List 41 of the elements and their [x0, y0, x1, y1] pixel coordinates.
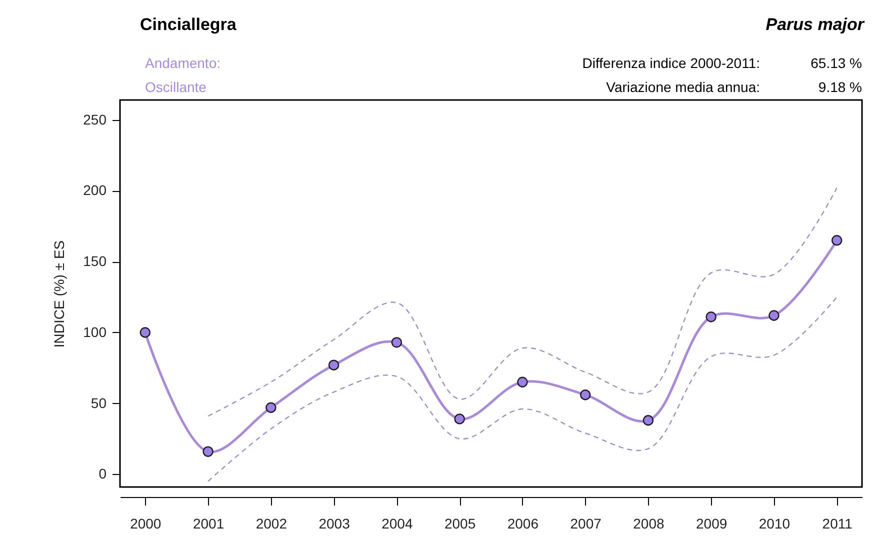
- point: [706, 312, 716, 322]
- y-tick-label: 250: [83, 111, 107, 128]
- x-tick-label: 2003: [318, 516, 350, 532]
- y-tick-label: 200: [83, 182, 107, 198]
- y-tick-label: 150: [83, 253, 107, 270]
- x-tick-label: 2007: [570, 516, 602, 532]
- text: Differenza indice 2000-2011:: [582, 55, 760, 71]
- point: [832, 235, 842, 246]
- x-tick-label: 2009: [696, 516, 728, 532]
- point: [266, 402, 276, 413]
- text: Andamento:: [145, 55, 220, 71]
- text: 65.13 %: [810, 55, 862, 71]
- point: [391, 337, 402, 348]
- y-axis-title: INDICE (%) ± ES: [51, 240, 68, 348]
- x-tick-label: 2008: [633, 516, 664, 532]
- x-tick-label: 2001: [192, 516, 224, 532]
- x-tick-label: 2011: [822, 516, 853, 532]
- x-tick-label: 2006: [507, 516, 539, 532]
- point: [202, 446, 214, 457]
- point: [140, 327, 150, 338]
- line-series: [207, 187, 838, 417]
- point: [768, 310, 780, 321]
- point: [642, 415, 654, 426]
- point: [580, 390, 591, 400]
- y-tick-label: 0: [98, 466, 107, 482]
- point: [517, 376, 528, 388]
- text: Variazione media annua:: [606, 79, 760, 95]
- x-tick-label: 2002: [256, 516, 288, 532]
- x-tick-label: 2005: [444, 516, 476, 532]
- chart-title: Cinciallegra: [140, 15, 236, 34]
- chart-subtitle: Parus major: [766, 15, 864, 34]
- x-tick-label: 2000: [130, 516, 162, 532]
- y-tick-label: 50: [90, 394, 107, 411]
- line-series: [207, 296, 838, 482]
- x-tick-label: 2004: [382, 516, 413, 532]
- point: [328, 360, 340, 370]
- y-tick-label: 100: [83, 324, 107, 340]
- point: [454, 414, 465, 424]
- text: 9.18 %: [818, 79, 862, 95]
- text: Oscillante: [145, 79, 206, 95]
- x-tick-label: 2010: [758, 516, 790, 532]
